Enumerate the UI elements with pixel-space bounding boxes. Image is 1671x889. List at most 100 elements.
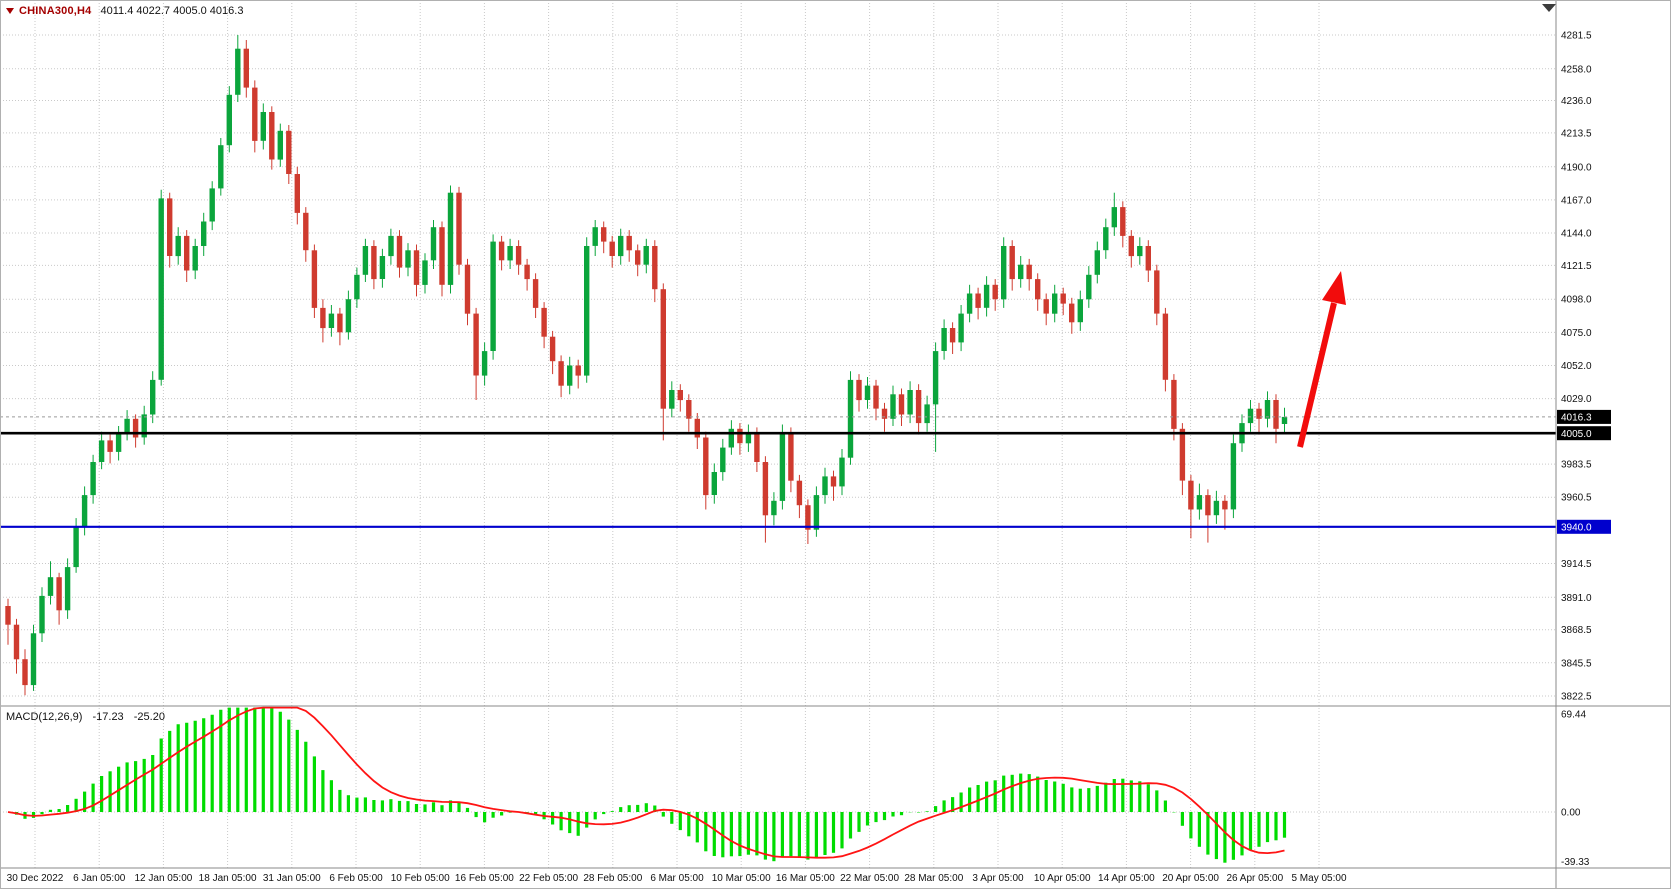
- candle: [830, 470, 837, 501]
- candle: [898, 388, 905, 426]
- price-tick-label: 4236.0: [1561, 96, 1592, 107]
- candle: [1111, 192, 1117, 236]
- time-tick-label: 28 Feb 05:00: [583, 873, 642, 884]
- time-tick-label: 12 Jan 05:00: [134, 873, 192, 884]
- symbol-dropdown-icon[interactable]: [6, 8, 14, 14]
- candle: [218, 138, 224, 196]
- candle: [737, 423, 743, 455]
- price-badge: 4016.3: [1557, 409, 1611, 424]
- candle: [379, 248, 386, 288]
- macd-histogram: [14, 707, 1287, 863]
- candle: [1256, 402, 1262, 435]
- price-tick-label: 3868.5: [1561, 625, 1592, 636]
- time-tick-label: 6 Feb 05:00: [329, 873, 383, 884]
- candle: [643, 238, 649, 274]
- price-tick-label: 4167.0: [1561, 195, 1592, 206]
- candle: [1179, 423, 1186, 496]
- candle: [150, 371, 156, 424]
- trend-arrow[interactable]: [1297, 271, 1346, 448]
- candle: [294, 166, 300, 225]
- price-tick-label: 3845.5: [1561, 658, 1592, 669]
- candle: [601, 221, 607, 254]
- candle: [796, 474, 803, 519]
- candle: [1222, 495, 1228, 530]
- candle: [1128, 230, 1134, 268]
- candle: [532, 273, 539, 318]
- price-tick-label: 4029.0: [1561, 394, 1592, 405]
- candle: [430, 220, 437, 269]
- candle: [1086, 266, 1092, 308]
- candle: [192, 238, 198, 280]
- candle: [975, 287, 981, 320]
- candle: [592, 220, 598, 256]
- candle: [1145, 240, 1151, 282]
- candle: [13, 618, 20, 674]
- time-axis[interactable]: [0, 868, 1556, 889]
- macd-axis-label: 69.44: [1561, 710, 1586, 721]
- candle: [813, 486, 820, 537]
- candle: [924, 395, 930, 432]
- scroll-position-marker[interactable]: [1542, 4, 1556, 12]
- candle: [720, 438, 726, 481]
- macd-axis-label: -39.33: [1561, 857, 1590, 868]
- price-axis[interactable]: [1556, 0, 1671, 889]
- candle: [1213, 490, 1220, 524]
- price-badge: 4005.0: [1557, 426, 1611, 441]
- time-tick-label: 18 Jan 05:00: [199, 873, 257, 884]
- candle: [754, 427, 760, 472]
- price-tick-label: 4281.5: [1561, 31, 1592, 42]
- time-tick-label: 5 May 05:00: [1291, 873, 1346, 884]
- candle: [711, 463, 717, 504]
- macd-signal-value: -25.20: [133, 711, 165, 723]
- candle: [447, 185, 454, 294]
- candle: [822, 467, 828, 504]
- candle: [983, 276, 990, 317]
- candle: [269, 106, 275, 170]
- candle: [847, 371, 854, 465]
- price-tick-label: 4075.0: [1561, 328, 1592, 339]
- candle: [413, 244, 420, 297]
- candle: [890, 385, 896, 426]
- candle: [286, 125, 292, 184]
- candle: [132, 414, 139, 448]
- candle: [1273, 394, 1279, 444]
- candle: [915, 384, 922, 435]
- candle: [481, 342, 488, 386]
- candle: [354, 267, 360, 308]
- candle: [260, 103, 266, 150]
- candle: [90, 454, 96, 504]
- candle: [609, 235, 615, 268]
- candle: [618, 228, 624, 265]
- price-tick-label: 4098.0: [1561, 295, 1592, 306]
- candle: [1052, 284, 1058, 323]
- time-tick-label: 16 Feb 05:00: [455, 873, 514, 884]
- candle: [856, 374, 862, 412]
- candle: [873, 379, 879, 421]
- candle: [277, 123, 283, 167]
- candle: [388, 228, 394, 265]
- price-tick-label: 4121.5: [1561, 261, 1592, 272]
- candle: [141, 405, 147, 445]
- candle: [1077, 290, 1083, 331]
- candle: [694, 413, 700, 449]
- price-tick-label: 3914.5: [1561, 559, 1592, 570]
- ohlc-readout: 4011.4 4022.7 4005.0 4016.3: [100, 5, 244, 17]
- time-tick-label: 3 Apr 05:00: [972, 873, 1024, 884]
- candle: [958, 305, 964, 352]
- macd-main-value: -17.23: [92, 711, 124, 723]
- candle: [167, 192, 173, 268]
- price-tick-label: 3960.5: [1561, 493, 1592, 504]
- candle: [703, 431, 709, 510]
- symbol-title: CHINA300,H4: [19, 5, 92, 17]
- svg-text:3940.0: 3940.0: [1561, 523, 1592, 534]
- macd-indicator-label: MACD(12,26,9) -17.23 -25.20: [6, 711, 165, 723]
- candle: [652, 240, 658, 303]
- candle: [515, 240, 522, 275]
- candle: [1018, 256, 1024, 288]
- candle: [396, 230, 403, 278]
- candle: [124, 410, 130, 441]
- candle: [311, 244, 318, 318]
- candle: [64, 558, 71, 619]
